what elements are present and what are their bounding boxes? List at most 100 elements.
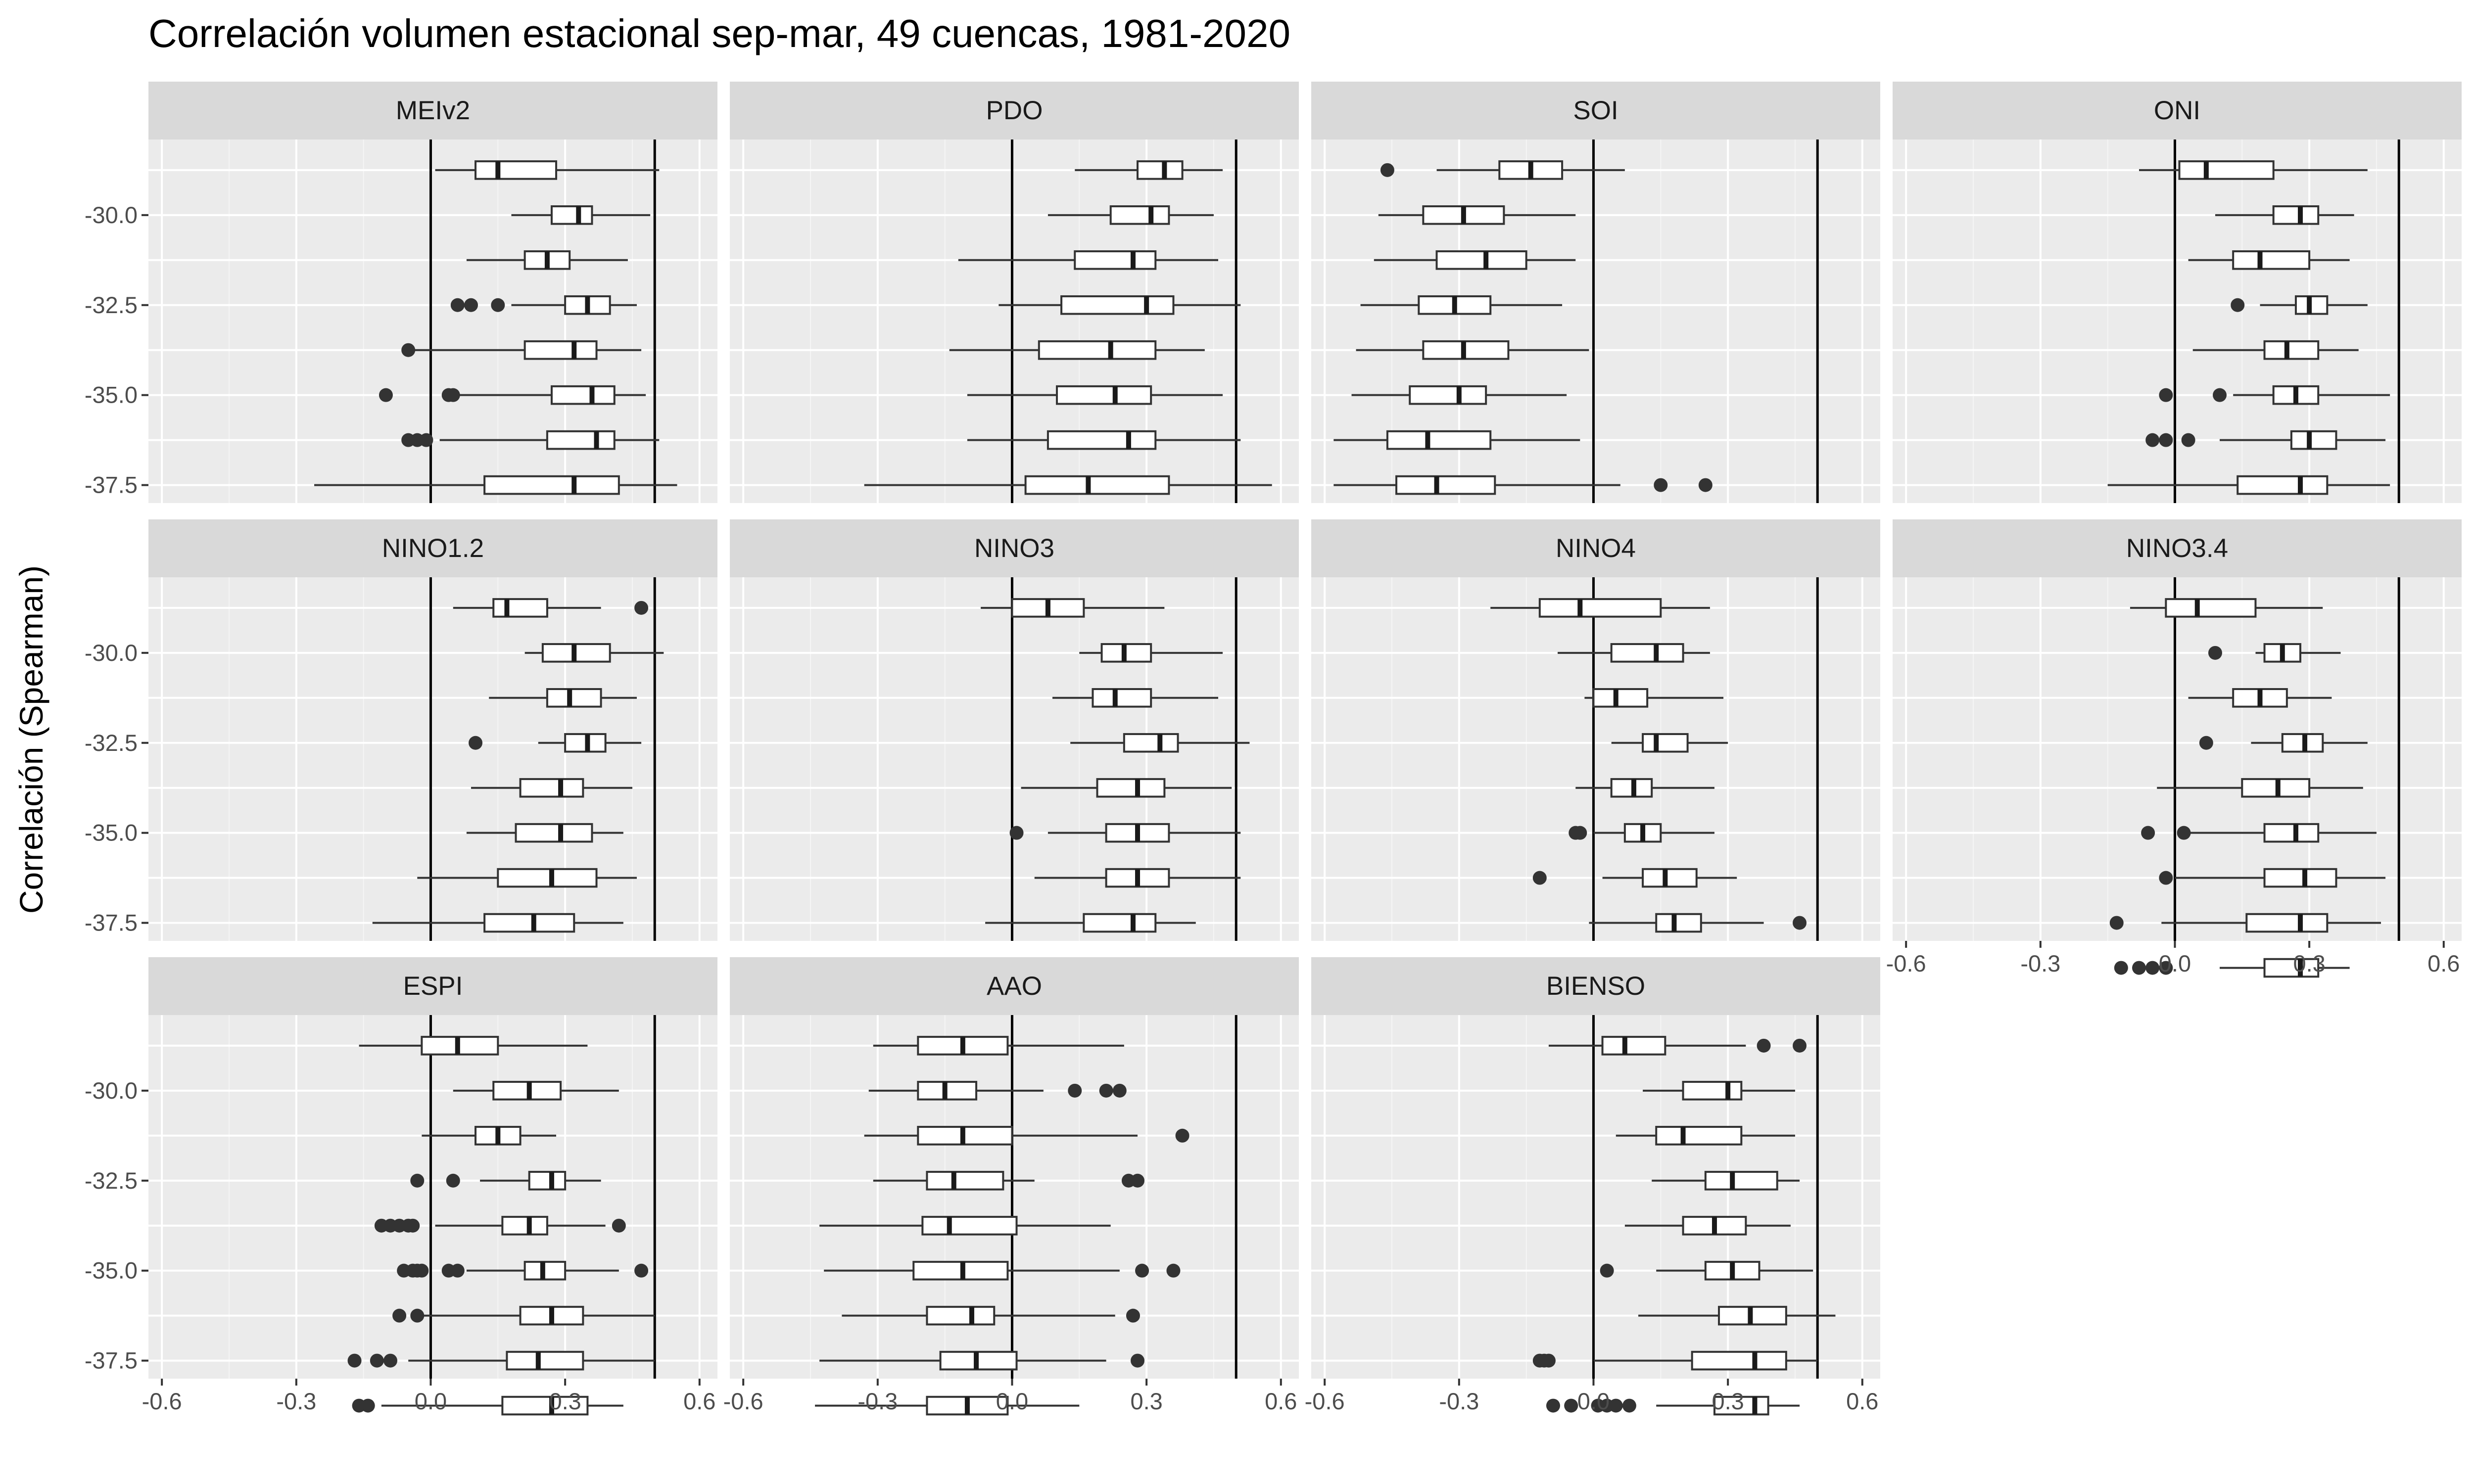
boxplot — [981, 598, 1165, 618]
minor-gridlines — [1972, 577, 2377, 941]
boxplot — [967, 385, 1223, 405]
facet-panel-bienso: BIENSO -0.6 -0.3 0.0 0.3 0.6 — [1305, 957, 1880, 1416]
outlier-point — [1112, 1083, 1127, 1098]
box-iqr — [1642, 868, 1698, 888]
facet-strip — [1311, 82, 1880, 139]
boxplot — [864, 475, 1272, 495]
x-tick-label: 0.3 — [549, 1388, 581, 1414]
outlier-point — [2145, 961, 2160, 975]
outlier-point — [370, 1353, 384, 1368]
facet-panel-oni: ONI — [1893, 82, 2462, 540]
facet-strip — [1893, 519, 2462, 577]
boxplot — [1070, 733, 1250, 753]
box-iqr — [501, 1215, 548, 1236]
facet-strip — [148, 519, 717, 577]
boxplot — [1075, 160, 1223, 180]
outlier-point — [612, 1218, 626, 1233]
boxplot — [1356, 340, 1589, 360]
outlier-point — [1609, 1398, 1623, 1413]
boxplot — [819, 1215, 1111, 1236]
outlier-point — [2159, 961, 2173, 975]
boxplot — [466, 823, 623, 843]
boxplot — [314, 475, 677, 495]
box-iqr — [1092, 688, 1152, 708]
box-iqr — [483, 913, 575, 933]
boxplot — [1360, 295, 1563, 315]
x-tick-label: -0.6 — [142, 1388, 182, 1414]
boxplot — [469, 733, 642, 753]
facet-strip — [1311, 519, 1880, 577]
plot-background — [1893, 577, 2462, 941]
boxplot — [1638, 1305, 1836, 1326]
facet-panel-soi: SOI — [1311, 82, 1880, 540]
boxplot — [2231, 295, 2368, 315]
outlier-point — [1541, 1353, 1556, 1368]
box-iqr — [2272, 205, 2320, 225]
facet-panel-meiv2: MEIv2 -30.0 -32.5 -35.0 -37.5 — [85, 82, 717, 540]
boxplot — [1380, 160, 1625, 180]
box-iqr — [1409, 385, 1487, 405]
x-tick-label: -0.3 — [276, 1388, 316, 1414]
boxplot — [967, 430, 1241, 450]
boxplot — [2159, 868, 2386, 888]
box-iqr — [1083, 913, 1157, 933]
boxplot — [819, 1350, 1145, 1371]
facet-label: SOI — [1573, 96, 1618, 125]
x-tick-label: -0.3 — [1439, 1388, 1479, 1414]
outlier-point — [361, 1398, 375, 1413]
x-tick-label: 0.0 — [2159, 950, 2191, 976]
boxplot — [2159, 385, 2390, 405]
outlier-point — [469, 736, 483, 750]
boxplot — [450, 295, 637, 315]
outlier-point — [450, 298, 465, 312]
box-iqr — [1386, 430, 1492, 450]
boxplot — [1052, 688, 1219, 708]
outlier-point — [2208, 646, 2222, 660]
box-iqr — [546, 430, 616, 450]
outlier-point — [2213, 388, 2227, 402]
x-tick-label: 0.0 — [1577, 1388, 1610, 1414]
facet-panel-nino3: NINO3 — [730, 519, 1299, 978]
boxplot — [401, 430, 660, 450]
box-iqr — [528, 1170, 567, 1191]
box-iqr — [523, 340, 598, 360]
box-iqr — [519, 778, 584, 798]
outlier-point — [1793, 1038, 1807, 1053]
boxplot — [397, 1260, 649, 1281]
box-iqr — [1704, 1170, 1778, 1191]
y-tick-label: -30.0 — [85, 640, 138, 666]
box-iqr — [1137, 160, 1184, 180]
outlier-point — [1532, 871, 1547, 885]
box-iqr — [1592, 688, 1649, 708]
x-axis: -0.6 -0.3 0.0 0.3 0.6 — [723, 1379, 1297, 1414]
plot-background — [148, 577, 717, 941]
facet-panel-pdo: PDO — [730, 82, 1299, 540]
boxplot — [1589, 913, 1807, 933]
y-axis: -30.0 -32.5 -35.0 -37.5 — [85, 640, 148, 936]
outlier-point — [1131, 1173, 1145, 1188]
box-iqr — [2232, 250, 2311, 270]
plot-background — [148, 139, 717, 503]
boxplot — [1600, 1260, 1813, 1281]
outlier-point — [491, 298, 505, 312]
outlier-point — [2231, 298, 2245, 312]
outlier-point — [1573, 826, 1587, 840]
plot-background — [1893, 139, 2462, 503]
facet-panel-espi: ESPI -30.0 -32.5 -35.0 -37.5-0.6 -0.3 0.0 0.3 0.… — [85, 957, 717, 1416]
outlier-point — [1131, 1353, 1145, 1368]
facet-label: NINO1.2 — [382, 534, 484, 563]
x-tick-label: 0.3 — [2293, 950, 2325, 976]
facet-label: NINO4 — [1556, 534, 1636, 563]
boxplot — [347, 1350, 655, 1371]
box-iqr — [1024, 475, 1170, 495]
boxplot — [1611, 733, 1728, 753]
x-tick-label: 0.6 — [2427, 950, 2460, 976]
boxplot — [1009, 823, 1241, 843]
boxplot — [2109, 913, 2381, 933]
box-iqr — [1713, 1395, 1769, 1416]
facet-strip — [730, 519, 1299, 577]
outlier-point — [1698, 478, 1713, 492]
outlier-point — [419, 433, 433, 447]
boxplot — [392, 1305, 655, 1326]
